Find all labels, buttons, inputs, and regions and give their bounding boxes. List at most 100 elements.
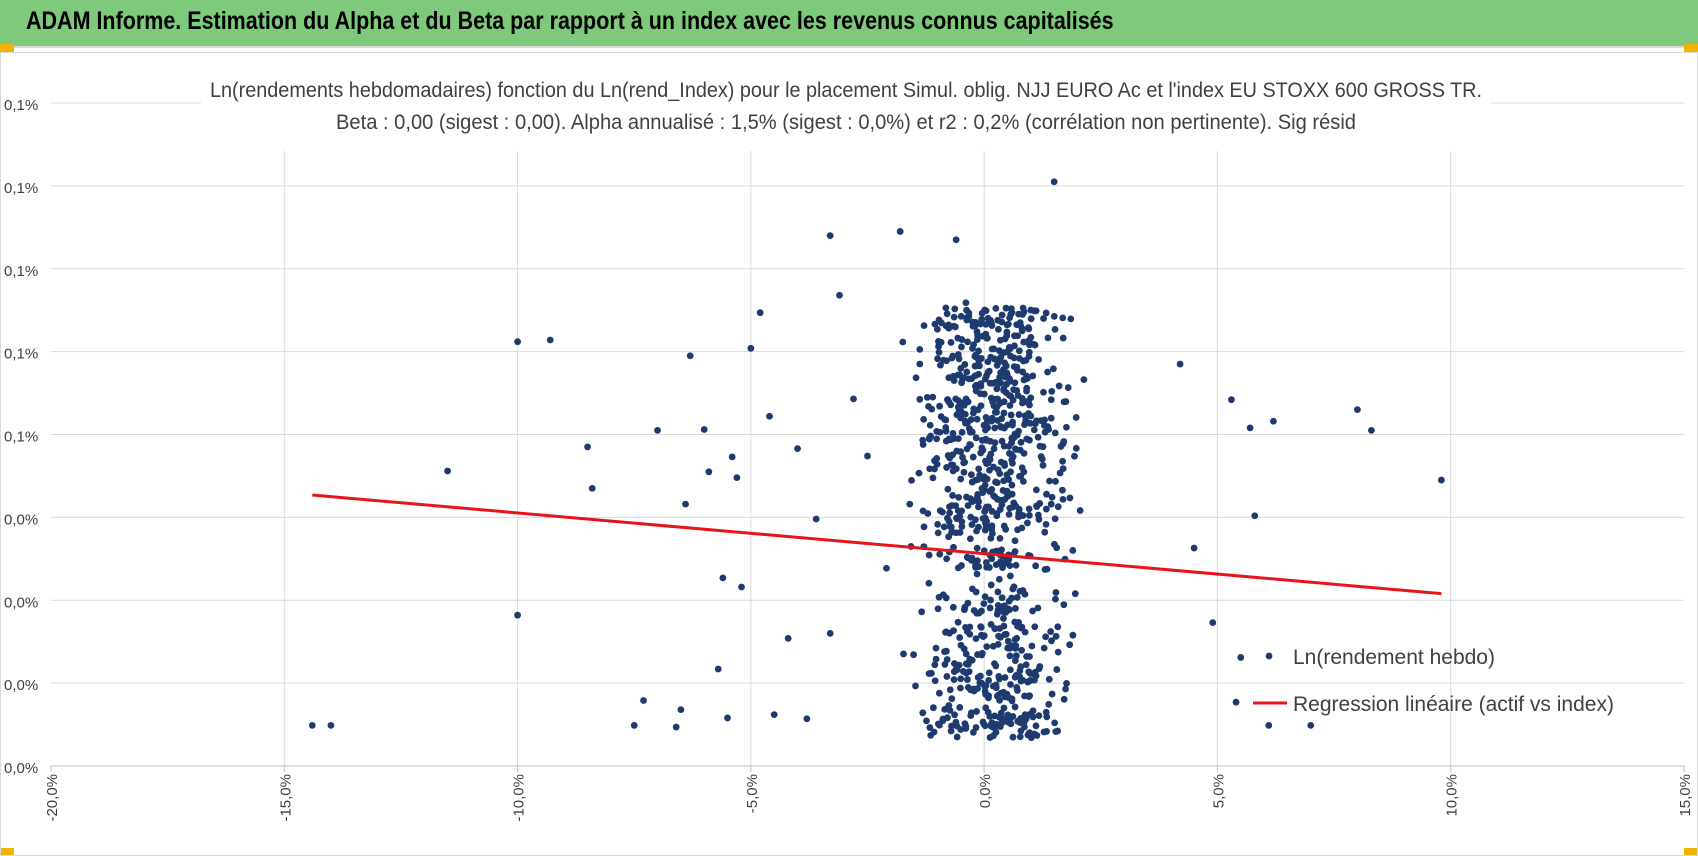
data-point: [920, 322, 928, 330]
data-point: [937, 361, 944, 369]
data-point: [1232, 698, 1240, 706]
data-point: [946, 503, 953, 511]
data-point: [1019, 304, 1027, 312]
data-point: [1032, 562, 1040, 570]
data-point: [971, 516, 979, 524]
data-point: [942, 304, 950, 312]
data-point: [964, 338, 971, 346]
header-bar: ADAM Informe. Estimation du Alpha et du …: [0, 0, 1698, 48]
data-point: [957, 448, 965, 456]
data-point: [1048, 493, 1056, 501]
data-point: [992, 662, 1000, 670]
y-tick-label: 0,0%: [4, 594, 38, 611]
data-point: [1026, 692, 1034, 700]
data-point: [308, 721, 316, 729]
data-point: [1038, 455, 1046, 463]
data-point: [1004, 605, 1012, 613]
data-point: [991, 395, 999, 403]
data-point: [949, 603, 957, 611]
data-point: [986, 712, 994, 720]
data-point: [1015, 411, 1023, 418]
data-point: [996, 723, 1004, 730]
data-point: [1013, 684, 1021, 691]
data-point: [916, 360, 924, 368]
data-point: [1072, 444, 1080, 452]
data-point: [1003, 328, 1011, 336]
data-point: [686, 352, 694, 360]
data-point: [936, 402, 943, 410]
data-point: [998, 311, 1006, 319]
data-point: [1015, 510, 1023, 518]
data-point: [926, 465, 934, 473]
data-point: [954, 618, 962, 626]
data-point: [974, 406, 982, 414]
data-point: [1006, 652, 1014, 660]
data-point: [929, 704, 937, 712]
data-point: [1063, 679, 1070, 687]
data-point: [966, 655, 974, 663]
data-point: [915, 469, 923, 477]
data-point: [1017, 438, 1025, 446]
data-point: [756, 309, 764, 317]
data-point: [990, 345, 998, 353]
data-point: [1041, 428, 1049, 436]
data-point: [963, 493, 970, 501]
data-point: [969, 344, 976, 352]
data-point: [953, 515, 961, 523]
data-point: [973, 544, 981, 552]
data-point: [961, 361, 969, 368]
legend-label-regression: Regression linéaire (actif vs index): [1293, 693, 1614, 716]
data-point: [919, 507, 927, 515]
regression-line: [312, 493, 1442, 596]
chart-title-line1: Ln(rendements hebdomadaires) fonction du…: [210, 79, 1482, 102]
data-point: [1076, 507, 1084, 514]
data-point: [1010, 354, 1018, 362]
data-point: [977, 623, 985, 631]
data-point: [985, 503, 992, 511]
y-tick-label: 0,1%: [4, 180, 38, 197]
data-point: [1009, 733, 1017, 741]
data-point: [1059, 486, 1066, 494]
data-point: [987, 450, 995, 458]
data-point: [1010, 386, 1017, 394]
data-point: [1023, 387, 1030, 395]
data-point: [954, 507, 962, 515]
data-point: [1007, 310, 1015, 318]
data-point: [988, 415, 996, 423]
data-point: [992, 561, 1000, 569]
data-point: [997, 709, 1005, 717]
data-point: [957, 684, 964, 692]
data-point: [1052, 477, 1059, 485]
data-point: [1006, 504, 1014, 512]
data-point: [931, 320, 939, 328]
data-point: [1011, 537, 1019, 545]
data-point: [812, 515, 820, 523]
data-point: [1012, 561, 1020, 569]
data-point: [1237, 654, 1245, 661]
x-tick-label: -15,0%: [277, 774, 294, 822]
data-point: [935, 348, 943, 356]
data-point: [969, 453, 977, 461]
data-point: [1000, 409, 1008, 417]
data-point: [939, 508, 946, 516]
data-point: [978, 309, 986, 317]
data-point: [981, 593, 989, 601]
data-point: [955, 355, 963, 363]
data-point: [1047, 396, 1055, 404]
data-point: [1028, 642, 1036, 650]
data-point: [1004, 348, 1011, 356]
x-tick-label: 10,0%: [1444, 774, 1461, 817]
data-point: [1009, 453, 1017, 461]
data-point: [705, 468, 713, 476]
data-point: [1019, 368, 1027, 376]
data-point: [1035, 356, 1043, 363]
data-point: [991, 408, 999, 416]
data-point: [941, 661, 949, 668]
data-point: [978, 651, 986, 659]
data-point: [974, 491, 982, 498]
data-point: [1052, 589, 1060, 596]
data-point: [1071, 590, 1079, 598]
data-point: [1030, 307, 1038, 315]
x-tick-label: 0,0%: [977, 774, 994, 808]
data-point: [942, 437, 950, 445]
